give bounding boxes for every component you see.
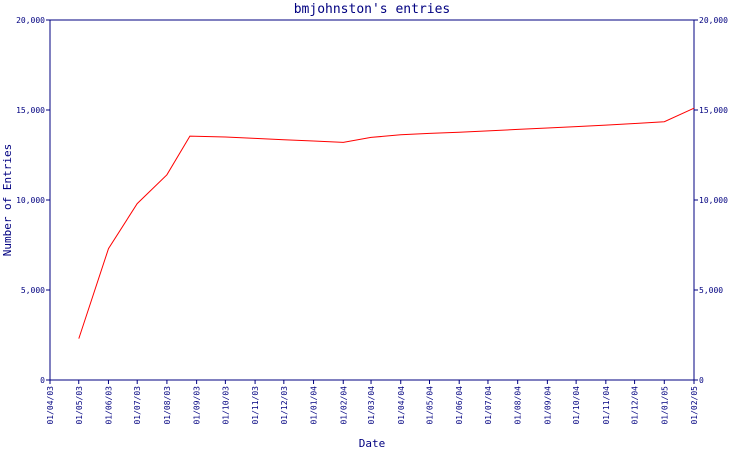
x-tick-label: 01/09/03 (193, 386, 202, 425)
x-tick-label: 01/10/03 (221, 386, 230, 425)
x-tick-label: 01/04/03 (46, 386, 55, 425)
chart-title: bmjohnston's entries (294, 2, 451, 17)
x-tick-label: 01/02/05 (690, 386, 699, 425)
y-tick-label-left: 15,000 (16, 106, 45, 115)
series-line (78, 107, 695, 339)
x-tick-label: 01/01/04 (310, 386, 319, 425)
x-tick-label: 01/01/05 (660, 386, 669, 425)
x-tick-label: 01/12/04 (631, 386, 640, 425)
series-group (78, 107, 695, 339)
y-tick-label-left: 20,000 (16, 16, 45, 25)
y-tick-label-right: 20,000 (699, 16, 728, 25)
y-tick-label-right: 0 (699, 376, 704, 385)
y-tick-label-right: 10,000 (699, 196, 728, 205)
x-tick-label: 01/08/04 (514, 386, 523, 425)
y-ticks-left: 0 5,000 10,000 15,000 20,000 (16, 16, 50, 385)
x-tick-label: 01/05/03 (75, 386, 84, 425)
plot-frame (49, 19, 695, 381)
y-tick-label-right: 5,000 (699, 286, 723, 295)
x-tick-label: 01/03/04 (367, 386, 376, 425)
x-tick-label: 01/11/04 (602, 386, 611, 425)
x-tick-label: 01/07/04 (484, 386, 493, 425)
x-tick-label: 01/02/04 (339, 386, 348, 425)
y-axis-label: Number of Entries (1, 144, 14, 257)
x-tick-label: 01/10/04 (572, 386, 581, 425)
y-tick-label-left: 5,000 (21, 286, 45, 295)
y-tick-label-right: 15,000 (699, 106, 728, 115)
x-tick-label: 01/06/03 (104, 386, 113, 425)
x-tick-label: 01/07/03 (133, 386, 142, 425)
x-tick-label: 01/12/03 (280, 386, 289, 425)
x-tick-label: 01/11/03 (251, 386, 260, 425)
x-tick-label: 01/09/04 (543, 386, 552, 425)
y-tick-label-left: 0 (40, 376, 45, 385)
x-tick-label: 01/05/04 (426, 386, 435, 425)
x-ticks: 01/04/03 01/05/03 01/06/03 01/07/03 01/08/03… (46, 380, 699, 425)
x-axis-label: Date (359, 437, 386, 450)
x-tick-label: 01/08/03 (163, 386, 172, 425)
x-tick-label: 01/04/04 (397, 386, 406, 425)
y-tick-label-left: 10,000 (16, 196, 45, 205)
y-ticks-right: 0 5,000 10,000 15,000 20,000 (694, 16, 728, 385)
x-tick-label: 01/06/04 (455, 386, 464, 425)
